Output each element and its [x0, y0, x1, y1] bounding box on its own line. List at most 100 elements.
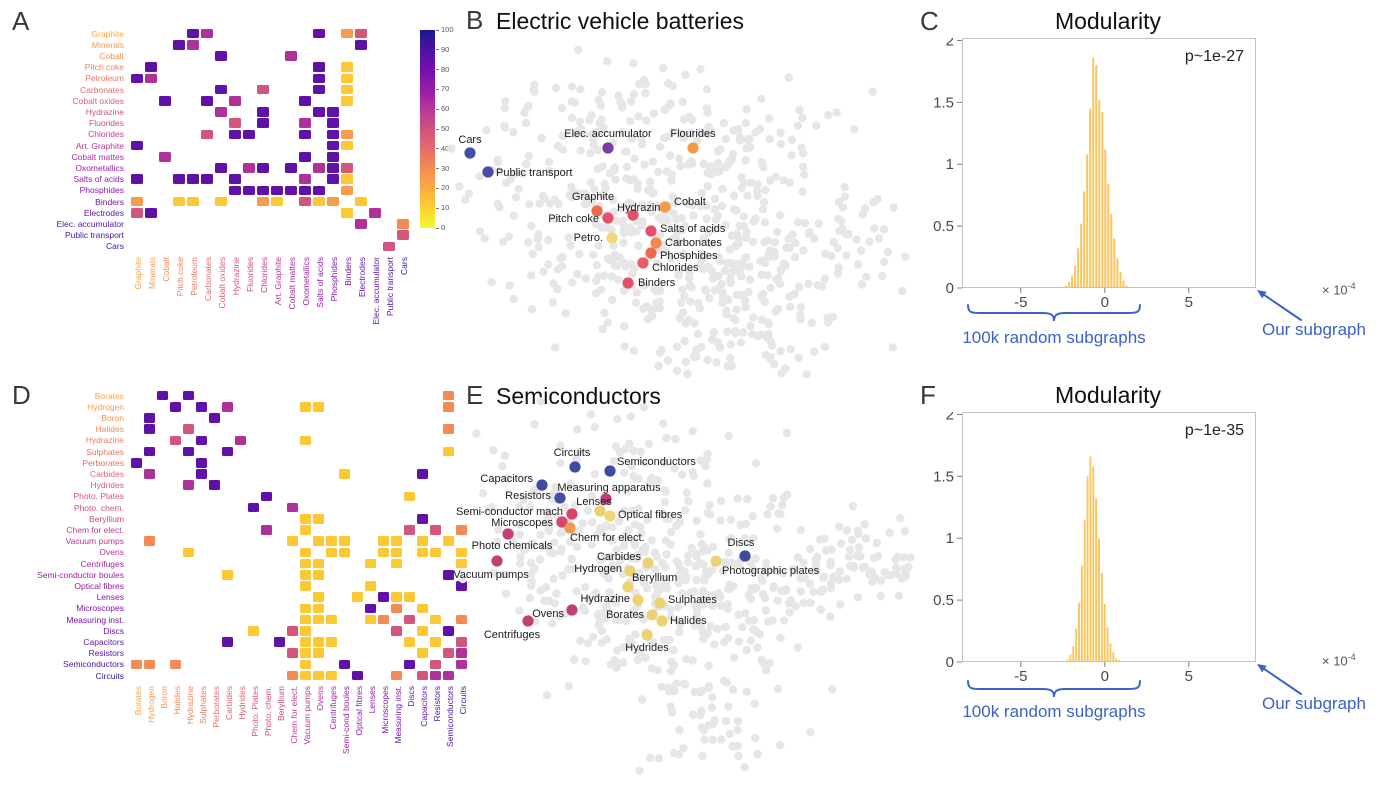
heatmap-cell	[130, 73, 144, 84]
background-dot	[645, 200, 654, 210]
background-dot	[666, 99, 675, 108]
scatter-semiconductors: Circuits Semiconductors Capacitors Resistor…	[453, 397, 915, 775]
heatmap-cell	[182, 390, 195, 401]
background-dot	[785, 608, 794, 617]
background-dot	[829, 237, 838, 247]
background-dot	[635, 611, 645, 621]
heatmap-cell	[312, 648, 325, 658]
heatmap-cell	[299, 670, 312, 681]
colorbar-tick-label: 40	[441, 143, 450, 153]
background-dot	[820, 534, 829, 543]
background-dot	[608, 295, 617, 304]
heatmap-col-label: Pitch coke	[175, 257, 185, 297]
background-dot	[737, 262, 746, 271]
scatter-point	[522, 615, 534, 627]
background-dot	[857, 280, 866, 289]
heatmap-cell	[242, 163, 256, 173]
heatmap-cell	[377, 547, 390, 558]
background-dot	[612, 594, 622, 603]
background-dot	[678, 97, 687, 107]
background-dot	[787, 135, 796, 145]
histogram-bar	[1072, 645, 1075, 662]
background-dot	[628, 200, 637, 209]
background-dot	[660, 497, 670, 507]
heatmap-cell	[364, 581, 377, 591]
background-dot	[724, 633, 733, 642]
background-dot	[880, 257, 889, 267]
background-dot	[724, 702, 733, 711]
scatter-point-label: Cars	[458, 134, 482, 146]
background-dot	[634, 474, 643, 483]
background-dot	[498, 237, 508, 246]
background-dot	[499, 570, 508, 579]
scatter-point-label: Public transport	[496, 167, 572, 179]
background-dot	[669, 645, 678, 655]
background-dot	[727, 533, 736, 543]
heatmap-cell	[442, 402, 455, 412]
background-dot	[798, 187, 807, 196]
background-dot	[550, 343, 560, 352]
background-dot	[811, 561, 821, 570]
heatmap-row-label: Perborates	[82, 457, 124, 468]
heatmap-cell	[208, 480, 221, 490]
background-dot	[721, 622, 730, 632]
heatmap-cell	[455, 614, 468, 625]
background-dot	[640, 458, 650, 468]
background-dot	[759, 163, 768, 172]
heatmap-cell	[354, 196, 368, 207]
background-dot	[708, 693, 717, 702]
background-dot	[734, 610, 743, 619]
histogram-bar	[1107, 184, 1110, 288]
background-dot	[588, 518, 597, 527]
background-dot	[743, 191, 752, 200]
heatmap-cell	[416, 670, 429, 681]
heatmap-cell	[143, 413, 156, 423]
background-dot	[658, 509, 667, 518]
heatmap-cell	[312, 514, 325, 524]
colorbar-tick-mark	[436, 168, 439, 170]
background-dot	[662, 132, 672, 142]
background-dot	[597, 88, 607, 97]
background-dot	[730, 653, 739, 662]
background-dot	[897, 574, 906, 583]
heatmap-col-label: Salts of acids	[315, 257, 325, 308]
background-dot	[674, 579, 683, 588]
heatmap-col-label: Carbonates	[203, 257, 213, 301]
heatmap-cell	[390, 547, 403, 558]
heatmap-cell	[390, 670, 403, 681]
heatmap-cell	[429, 614, 442, 625]
heatmap-cell	[130, 659, 143, 670]
background-dot	[656, 286, 665, 296]
background-dot	[610, 656, 620, 665]
background-dot	[660, 562, 670, 572]
background-dot	[893, 552, 902, 561]
heatmap-cell	[299, 637, 312, 647]
heatmap-row-label: Hydrides	[90, 480, 124, 491]
background-dot	[772, 227, 782, 237]
background-dot	[672, 366, 682, 375]
background-dot	[751, 733, 760, 743]
background-dot	[692, 611, 701, 621]
heatmap-cell	[299, 525, 312, 535]
y-tick-label: 1	[946, 530, 954, 547]
background-dot	[796, 525, 806, 535]
heatmap-cell	[286, 626, 299, 636]
background-dot	[734, 637, 744, 646]
heatmap-cell	[186, 40, 200, 50]
heatmap-cell	[186, 28, 200, 39]
heatmap-cell	[221, 446, 234, 457]
background-dot	[784, 234, 793, 243]
background-dot	[769, 582, 779, 591]
background-dot	[493, 157, 502, 167]
scatter-point-label: Binders	[638, 277, 676, 289]
background-dot	[663, 356, 673, 365]
background-dot	[494, 525, 503, 534]
background-dot	[623, 487, 632, 496]
background-dot	[597, 126, 606, 135]
heatmap-row-label: Carbonates	[80, 84, 124, 95]
heatmap-cell	[221, 637, 234, 647]
background-dot	[714, 167, 724, 176]
histogram-bar	[1104, 149, 1107, 288]
y-tick-label: 0	[946, 654, 954, 671]
background-dot	[603, 318, 613, 327]
